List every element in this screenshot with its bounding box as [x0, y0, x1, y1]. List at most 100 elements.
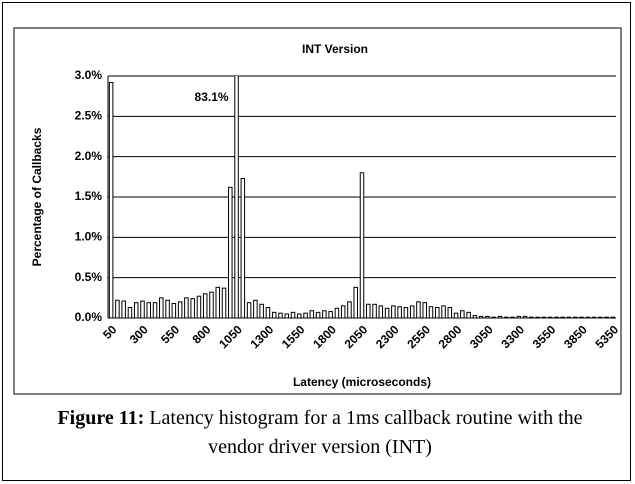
bar [397, 306, 402, 319]
x-tick-label: 800 [190, 322, 214, 346]
bar [604, 316, 609, 319]
bar [322, 310, 327, 319]
bar [340, 305, 346, 319]
bar [284, 313, 289, 319]
bar [391, 305, 396, 319]
bar [121, 300, 126, 319]
x-tick-label: 5350 [592, 322, 621, 351]
bar [447, 307, 453, 319]
bar [146, 302, 152, 319]
bar [190, 298, 195, 319]
bar [246, 302, 252, 319]
x-tick-label: 3550 [530, 322, 559, 351]
bar [290, 311, 296, 319]
x-tick-label: 50 [100, 322, 120, 342]
bar [466, 311, 471, 319]
y-tick-label: 3.0% [75, 68, 103, 82]
value-label: 83.1% [195, 90, 229, 104]
bar [372, 303, 377, 319]
bar [478, 315, 484, 319]
chart: INT Version Latency (microseconds) Perce… [13, 27, 622, 395]
bar [215, 286, 221, 319]
bar [566, 316, 572, 319]
x-tick-label: 1050 [216, 322, 245, 351]
x-tick-label: 2300 [373, 322, 402, 351]
x-tick-label: 1550 [279, 322, 308, 351]
bar [177, 301, 183, 319]
bar [334, 307, 340, 319]
bar [152, 302, 158, 319]
x-tick-label: 1300 [248, 322, 277, 351]
bar [591, 316, 597, 319]
bar [441, 305, 446, 319]
bar [491, 316, 496, 319]
y-tick-label: 1.0% [75, 230, 103, 244]
bar [309, 310, 315, 319]
bar [403, 307, 409, 319]
bar [510, 316, 515, 319]
bar [359, 172, 365, 319]
bar [196, 295, 202, 319]
chart-border [13, 27, 622, 395]
bar [133, 302, 139, 319]
x-tick-label: 2800 [436, 322, 465, 351]
bar [409, 305, 415, 319]
bar [453, 312, 459, 319]
bar [497, 315, 503, 319]
bar [202, 293, 208, 319]
bar [240, 177, 246, 319]
bar [579, 316, 584, 319]
bar [209, 291, 214, 319]
bar [171, 302, 177, 319]
bar [516, 315, 522, 319]
y-tick-label: 1.5% [75, 189, 103, 203]
caption-label: Figure 11: [57, 407, 145, 429]
caption: Figure 11: Latency histogram for a 1ms c… [40, 404, 600, 462]
bar [529, 316, 534, 319]
bar [416, 301, 421, 319]
bar [610, 316, 616, 319]
x-tick-label: 550 [158, 322, 182, 346]
bar [572, 316, 578, 319]
bar [259, 303, 264, 319]
bar [265, 307, 271, 319]
bar [140, 300, 145, 319]
bar [353, 286, 358, 319]
x-tick-label: 3300 [498, 322, 527, 351]
bar [366, 303, 371, 319]
bar [554, 316, 559, 319]
y-tick-label: 2.5% [75, 109, 103, 123]
bar [560, 316, 565, 319]
bar [328, 311, 333, 319]
bars [108, 76, 616, 319]
x-tick-label: 2550 [404, 322, 433, 351]
bar [503, 316, 509, 319]
bar [315, 311, 321, 319]
bar [541, 316, 547, 319]
bar [522, 315, 528, 319]
bar [184, 297, 189, 319]
bar [347, 301, 352, 319]
bar [271, 311, 277, 319]
bar [253, 299, 258, 319]
bar [378, 305, 384, 319]
bar [585, 316, 591, 319]
y-tick-label: 0.5% [75, 270, 103, 284]
chart-title: INT Version [302, 42, 368, 56]
caption-text: Latency histogram for a 1ms callback rou… [144, 407, 583, 458]
y-tick-label: 0.0% [75, 310, 103, 324]
bar [228, 186, 233, 319]
y-axis-label: Percentage of Callbacks [30, 127, 44, 266]
bar [303, 312, 308, 319]
bar [598, 316, 603, 319]
bar [115, 299, 120, 319]
bar [460, 310, 465, 319]
x-tick-label: 300 [127, 322, 151, 346]
bar [428, 306, 434, 319]
bar [422, 302, 427, 319]
bar [159, 297, 164, 319]
bar [127, 307, 133, 319]
x-tick-label: 1800 [310, 322, 339, 351]
bar [485, 315, 490, 319]
